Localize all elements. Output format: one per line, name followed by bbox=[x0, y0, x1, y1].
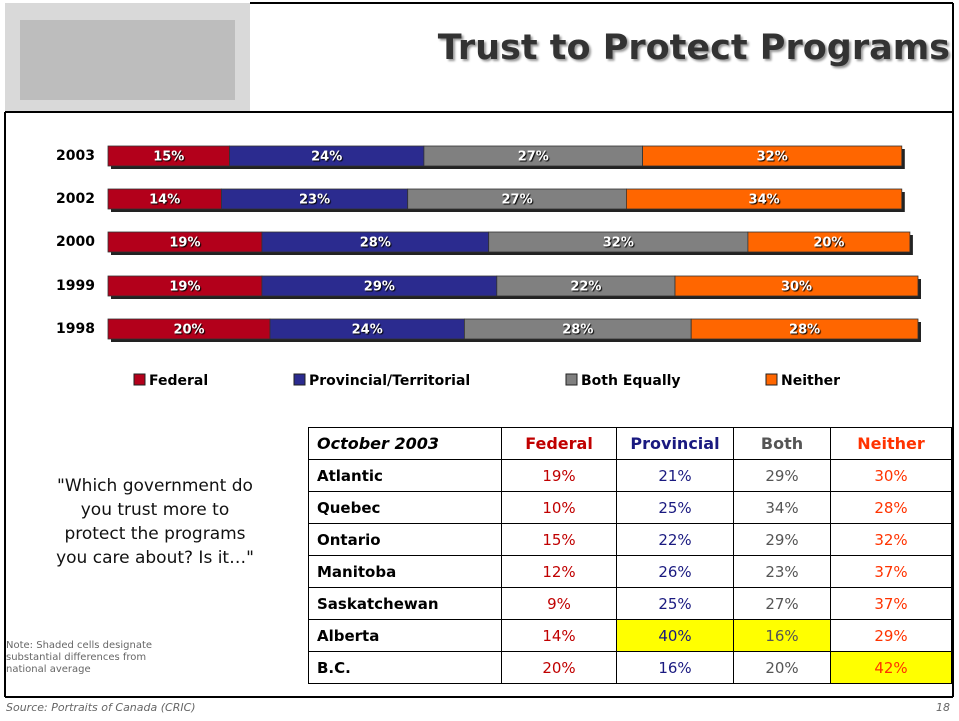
note: Note: Shaded cells designate substantial… bbox=[6, 640, 166, 676]
category-label: 1999 bbox=[56, 278, 95, 294]
table-cell: 14% bbox=[502, 620, 617, 652]
category-label: 1998 bbox=[56, 321, 95, 337]
table-cell: 16% bbox=[734, 620, 831, 652]
table-cell: B.C. bbox=[309, 652, 502, 684]
table-cell: Neither bbox=[831, 428, 952, 460]
table-cell: 21% bbox=[617, 460, 734, 492]
table-cell: 10% bbox=[502, 492, 617, 524]
table-cell: 25% bbox=[617, 588, 734, 620]
table-cell: 19% bbox=[502, 460, 617, 492]
data-label: 34% bbox=[749, 193, 780, 208]
table-row: B.C.20%16%20%42% bbox=[309, 652, 952, 684]
category-label: 2000 bbox=[56, 234, 95, 250]
data-label: 15% bbox=[153, 150, 184, 165]
table-cell: Manitoba bbox=[309, 556, 502, 588]
legend-label: Provincial/Territorial bbox=[309, 373, 470, 389]
table-cell: Provincial bbox=[617, 428, 734, 460]
table-cell: 30% bbox=[831, 460, 952, 492]
data-label: 32% bbox=[757, 150, 788, 165]
category-label: 2003 bbox=[56, 148, 95, 164]
table-cell: 12% bbox=[502, 556, 617, 588]
legend-label: Neither bbox=[781, 373, 840, 389]
table-cell: 42% bbox=[831, 652, 952, 684]
data-label: 24% bbox=[352, 323, 383, 338]
data-label: 30% bbox=[781, 280, 812, 295]
table-cell: Quebec bbox=[309, 492, 502, 524]
legend-label: Federal bbox=[149, 373, 208, 389]
table-cell: 29% bbox=[734, 460, 831, 492]
slide-title: Trust to Protect Programs bbox=[380, 28, 950, 68]
table-cell: 37% bbox=[831, 556, 952, 588]
table-cell: 37% bbox=[831, 588, 952, 620]
table-cell: 40% bbox=[617, 620, 734, 652]
legend-swatch bbox=[566, 374, 577, 385]
table-cell: Alberta bbox=[309, 620, 502, 652]
data-label: 14% bbox=[149, 193, 180, 208]
table-cell: 29% bbox=[831, 620, 952, 652]
data-label: 20% bbox=[173, 323, 204, 338]
table-cell: 23% bbox=[734, 556, 831, 588]
data-label: 28% bbox=[789, 323, 820, 338]
question: "Which government do you trust more to p… bbox=[50, 474, 260, 570]
table-cell: 22% bbox=[617, 524, 734, 556]
legend-swatch bbox=[134, 374, 145, 385]
table-cell: 20% bbox=[502, 652, 617, 684]
data-label: 32% bbox=[603, 236, 634, 251]
table-cell: 34% bbox=[734, 492, 831, 524]
data-label: 19% bbox=[169, 236, 200, 251]
data-label: 28% bbox=[360, 236, 391, 251]
table-cell: Atlantic bbox=[309, 460, 502, 492]
data-label: 24% bbox=[311, 150, 342, 165]
table-cell: Federal bbox=[502, 428, 617, 460]
table-cell: October 2003 bbox=[309, 428, 502, 460]
table-cell: 27% bbox=[734, 588, 831, 620]
table-cell: 20% bbox=[734, 652, 831, 684]
legend-swatch bbox=[766, 374, 777, 385]
table-cell: 16% bbox=[617, 652, 734, 684]
data-label: 27% bbox=[501, 193, 532, 208]
data-label: 29% bbox=[364, 280, 395, 295]
page-number: 18 bbox=[936, 701, 950, 714]
photo-building bbox=[20, 20, 235, 100]
table-cell: 29% bbox=[734, 524, 831, 556]
legend-swatch bbox=[294, 374, 305, 385]
table-cell: 15% bbox=[502, 524, 617, 556]
table-cell: 25% bbox=[617, 492, 734, 524]
table-cell: 32% bbox=[831, 524, 952, 556]
table-cell: 9% bbox=[502, 588, 617, 620]
category-label: 2002 bbox=[56, 191, 95, 207]
table-cell: 28% bbox=[831, 492, 952, 524]
table-cell: Ontario bbox=[309, 524, 502, 556]
data-label: 23% bbox=[299, 193, 330, 208]
source: Source: Portraits of Canada (CRIC) bbox=[6, 701, 196, 714]
data-label: 19% bbox=[169, 280, 200, 295]
data-label: 27% bbox=[518, 150, 549, 165]
slide: 200315%24%27%32%200214%23%27%34%200019%2… bbox=[0, 0, 959, 721]
table-cell: Both bbox=[734, 428, 831, 460]
data-label: 28% bbox=[562, 323, 593, 338]
table-cell: 26% bbox=[617, 556, 734, 588]
table-cell: Saskatchewan bbox=[309, 588, 502, 620]
legend-label: Both Equally bbox=[581, 373, 681, 389]
data-label: 22% bbox=[570, 280, 601, 295]
data-label: 20% bbox=[813, 236, 844, 251]
